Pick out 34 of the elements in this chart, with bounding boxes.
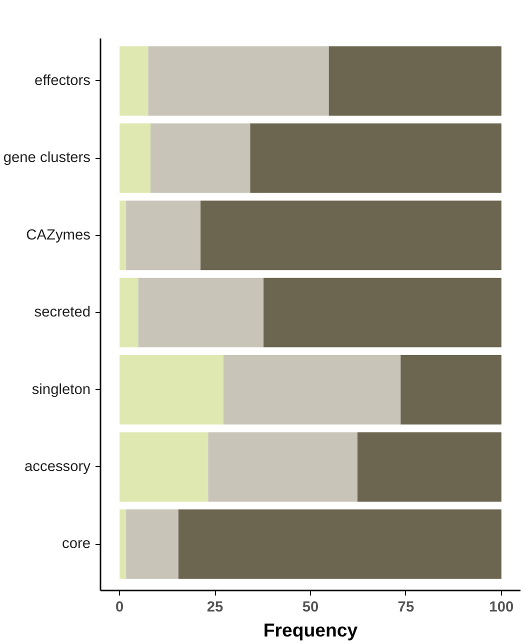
bar <box>126 509 178 579</box>
bar <box>120 278 138 348</box>
y-tick-label: gene clusters <box>3 150 90 166</box>
bar <box>357 432 502 502</box>
bar <box>120 355 224 425</box>
y-tick-label: CAZymes <box>26 227 91 244</box>
bar <box>250 123 502 193</box>
y-tick-label: core <box>62 536 91 552</box>
x-tick-label: 25 <box>206 600 224 616</box>
bar <box>126 200 201 270</box>
bar <box>120 509 126 579</box>
bar <box>150 123 250 193</box>
bar <box>328 46 502 116</box>
bar <box>264 278 502 348</box>
x-tick-label: 50 <box>302 600 319 616</box>
y-tick-label: effectors <box>34 72 91 89</box>
bar <box>120 46 148 116</box>
y-tick-label: accessory <box>24 458 92 475</box>
x-tick-label: 75 <box>398 600 414 616</box>
bar <box>208 432 358 502</box>
bar <box>400 355 502 425</box>
bar <box>178 509 502 579</box>
bar <box>138 278 264 348</box>
bar <box>120 123 151 193</box>
x-tick-label: 100 <box>489 600 514 616</box>
bar <box>200 200 502 270</box>
y-tick-label: secreted <box>34 304 91 321</box>
x-tick-label: 0 <box>116 600 124 616</box>
bar <box>148 46 329 116</box>
bar <box>223 355 401 425</box>
x-axis-title: Frequency <box>263 620 358 640</box>
y-tick-label: singleton <box>32 382 91 398</box>
bar <box>120 432 208 502</box>
bar <box>120 200 126 270</box>
